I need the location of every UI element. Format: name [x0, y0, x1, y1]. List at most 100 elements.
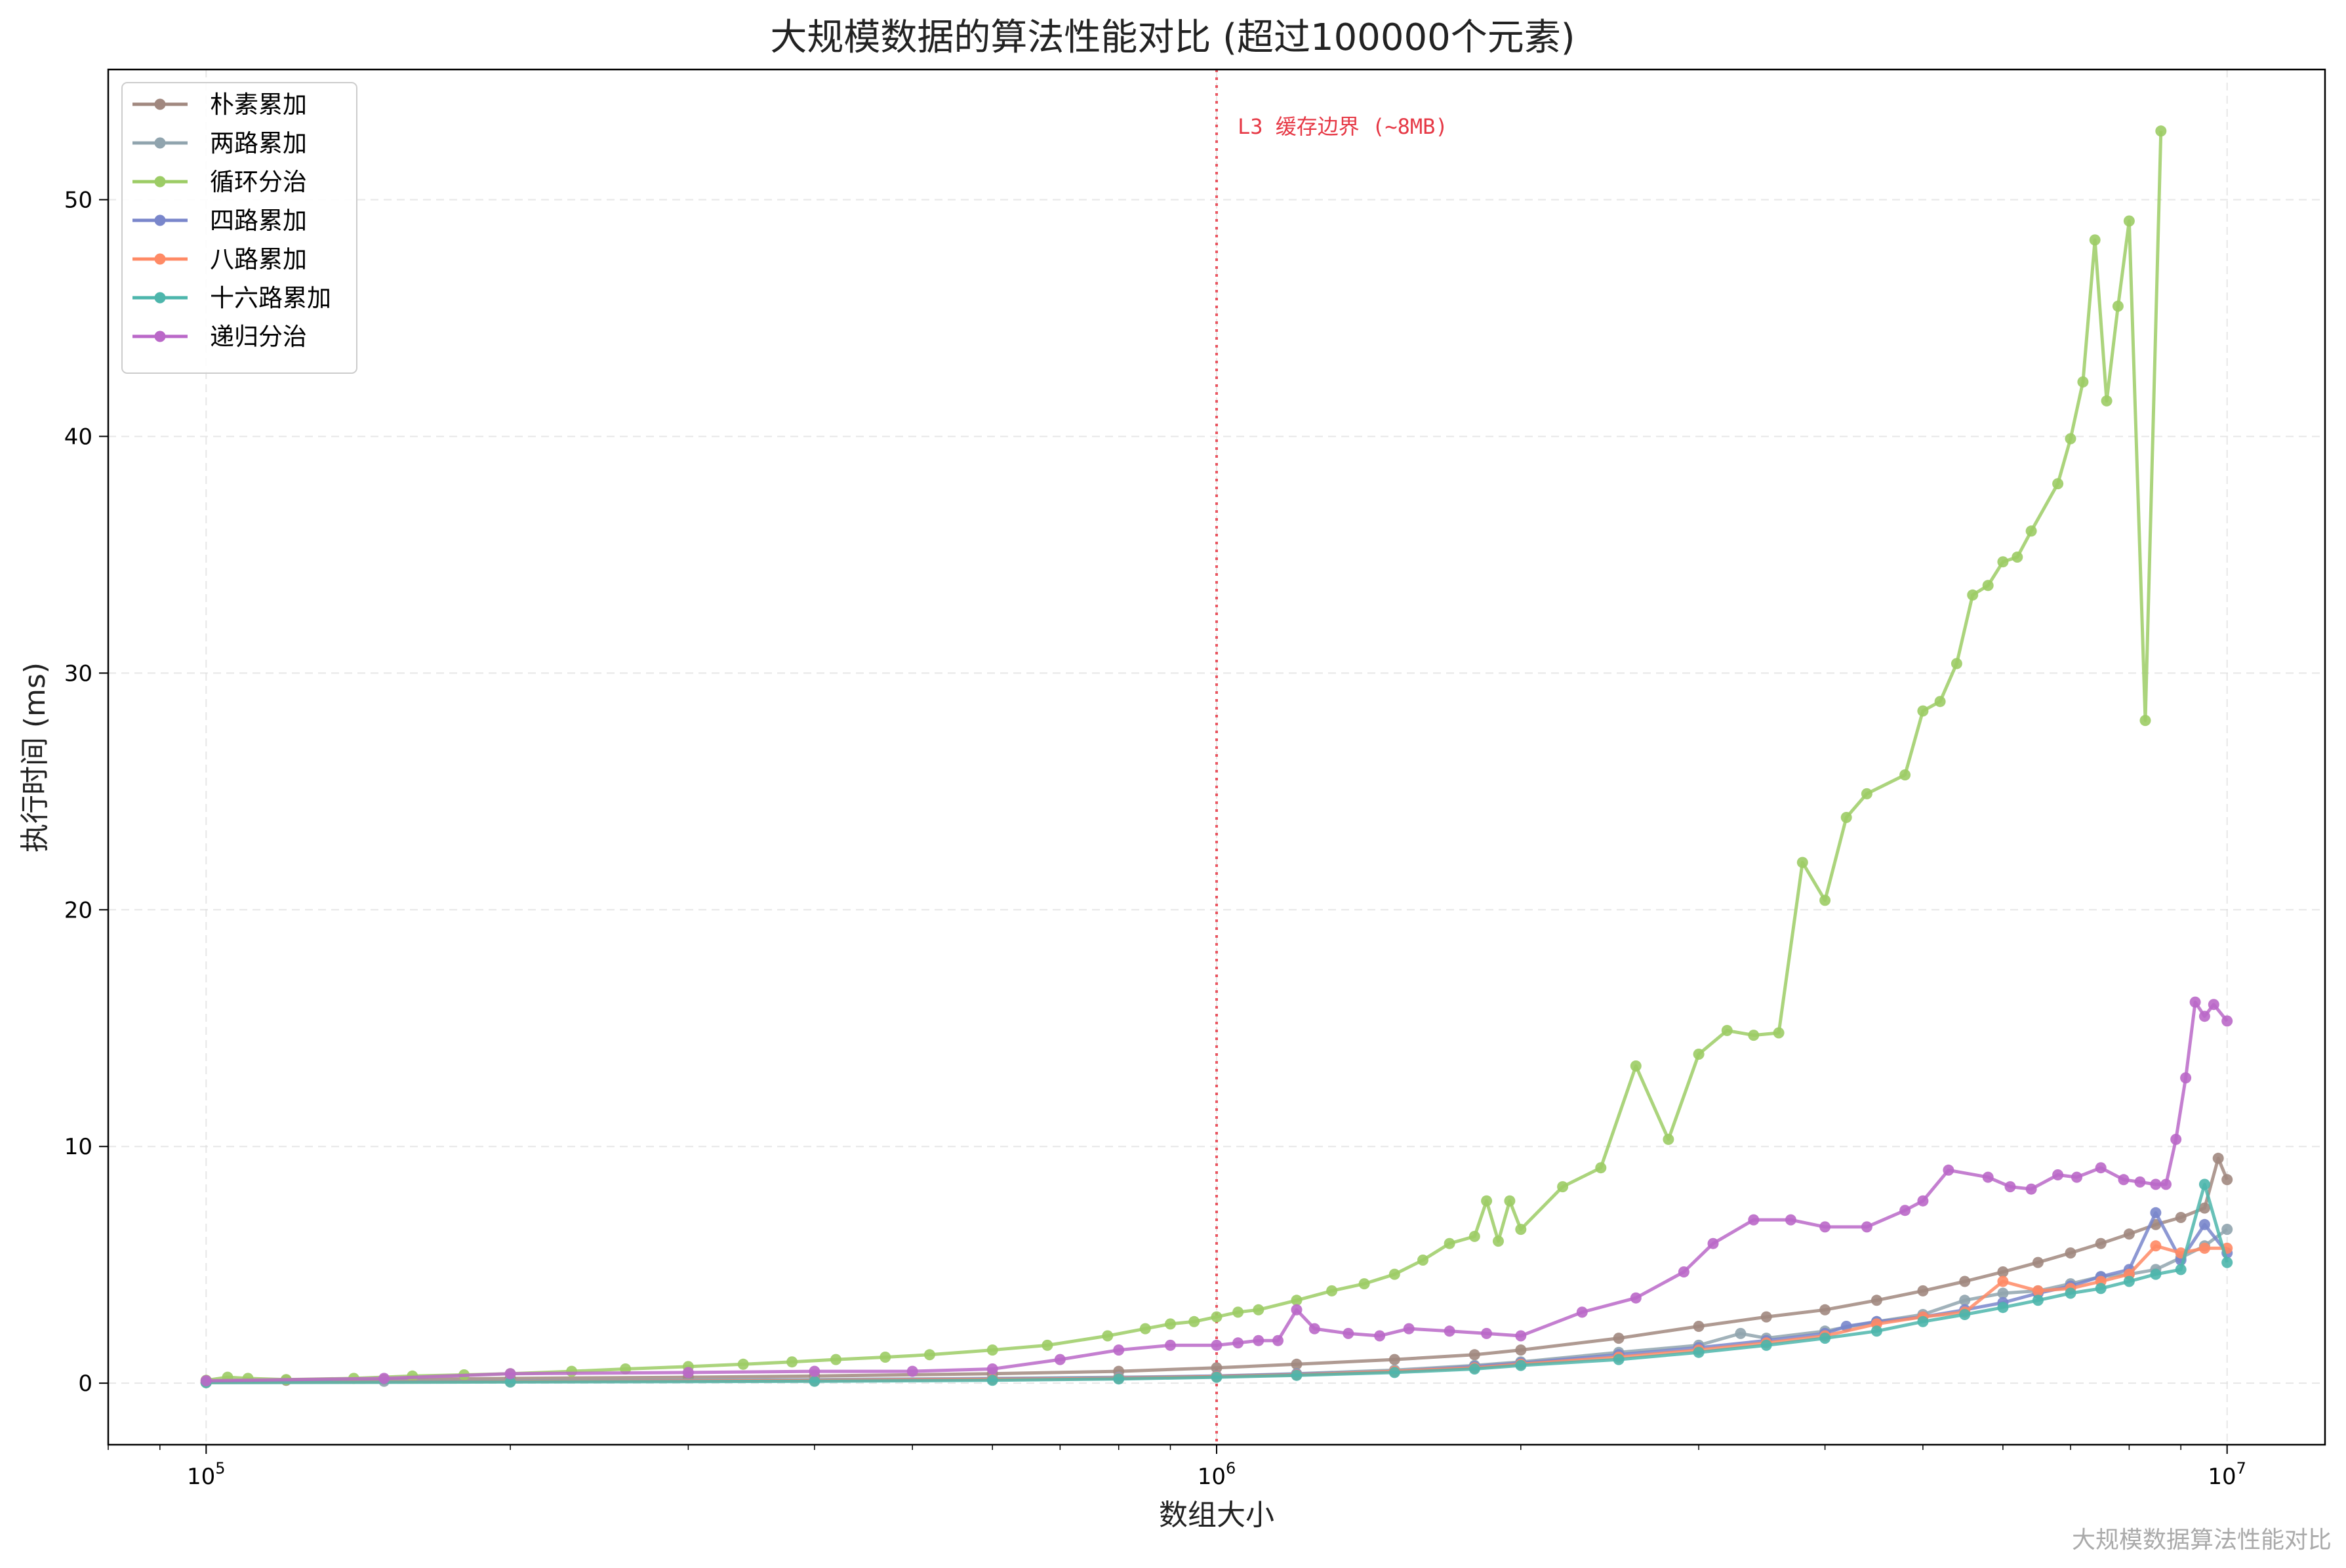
- data-point: [2139, 715, 2151, 727]
- data-point: [2052, 478, 2064, 490]
- x-axis-ticks: 105 106 107: [108, 1445, 2246, 1490]
- data-point: [986, 1363, 998, 1375]
- data-point: [2095, 1162, 2107, 1174]
- data-point: [2065, 433, 2076, 445]
- data-point: [1707, 1237, 1719, 1249]
- data-point: [1211, 1362, 1223, 1374]
- data-point: [2150, 1207, 2162, 1218]
- data-point: [830, 1354, 841, 1365]
- data-point: [1291, 1369, 1303, 1381]
- data-point: [1613, 1333, 1625, 1344]
- data-point: [2170, 1133, 2182, 1145]
- legend-label: 递归分治: [210, 323, 307, 351]
- data-point: [906, 1365, 918, 1377]
- data-point: [2198, 1011, 2210, 1022]
- data-point: [1165, 1318, 1176, 1330]
- data-point: [1374, 1330, 1386, 1342]
- data-point: [1861, 1221, 1872, 1233]
- y-axis-ticks: 0 10 20 30 40 50: [64, 188, 108, 1397]
- data-point: [2123, 215, 2135, 227]
- data-point: [2221, 1256, 2233, 1268]
- data-point: [2123, 1228, 2135, 1240]
- data-point: [2118, 1174, 2130, 1186]
- data-point: [2077, 376, 2089, 388]
- legend-label: 循环分治: [210, 168, 307, 196]
- data-point: [809, 1375, 820, 1387]
- data-point: [1468, 1363, 1480, 1375]
- data-point: [200, 1375, 212, 1386]
- data-point: [1785, 1214, 1796, 1226]
- y-tick-label: 40: [64, 424, 92, 450]
- data-point: [1102, 1330, 1114, 1342]
- data-point: [1613, 1354, 1625, 1365]
- data-point: [1113, 1373, 1125, 1385]
- y-tick-label: 10: [64, 1134, 92, 1160]
- data-point: [1796, 856, 1808, 868]
- data-point: [2212, 1152, 2224, 1164]
- data-point: [2052, 1169, 2064, 1180]
- data-point: [2198, 1218, 2210, 1230]
- data-point: [2221, 1174, 2233, 1186]
- data-point: [1139, 1323, 1151, 1335]
- legend-marker: [154, 292, 166, 304]
- data-point: [1515, 1224, 1527, 1236]
- data-point: [1630, 1060, 1642, 1072]
- data-point: [1861, 788, 1872, 799]
- data-point: [2065, 1287, 2076, 1299]
- data-point: [1917, 705, 1929, 717]
- x-tick-label: 106: [1198, 1459, 1236, 1490]
- data-point: [786, 1356, 798, 1368]
- data-point: [1113, 1344, 1125, 1356]
- data-point: [1211, 1339, 1223, 1351]
- data-point: [737, 1358, 749, 1370]
- data-point: [2180, 1072, 2192, 1084]
- data-point: [2189, 996, 2201, 1008]
- legend-marker: [154, 331, 166, 342]
- cache-boundary-line: L3 缓存边界 (~8MB): [1215, 70, 1448, 1445]
- data-point: [1693, 1049, 1705, 1060]
- x-tick-label: 105: [187, 1459, 226, 1490]
- data-point: [1343, 1327, 1354, 1339]
- data-point: [1272, 1335, 1284, 1346]
- data-point: [2123, 1276, 2135, 1287]
- data-point: [2095, 1283, 2107, 1295]
- data-point: [1444, 1325, 1455, 1337]
- data-point: [2112, 300, 2124, 312]
- series-2: [200, 125, 2167, 1386]
- data-point: [1959, 1295, 1971, 1306]
- data-point: [2012, 552, 2023, 563]
- data-point: [2160, 1178, 2172, 1190]
- data-point: [1557, 1181, 1569, 1193]
- data-point: [2032, 1295, 2044, 1306]
- data-point: [1291, 1295, 1303, 1306]
- data-point: [1967, 589, 1979, 601]
- data-point: [1630, 1292, 1642, 1304]
- data-point: [809, 1365, 820, 1377]
- data-point: [566, 1365, 578, 1377]
- y-axis-label: 执行时间 (ms): [18, 662, 52, 853]
- data-point: [1504, 1195, 1516, 1207]
- data-point: [1468, 1230, 1480, 1242]
- legend-marker: [154, 253, 166, 265]
- data-point: [1444, 1237, 1455, 1249]
- data-point: [1773, 1027, 1785, 1039]
- data-point: [1959, 1276, 1971, 1287]
- data-point: [1721, 1024, 1733, 1036]
- data-point: [504, 1368, 516, 1380]
- watermark: 大规模数据算法性能对比: [2072, 1527, 2332, 1554]
- data-point: [1188, 1316, 1200, 1327]
- data-point: [1054, 1354, 1066, 1365]
- data-point: [1917, 1316, 1929, 1327]
- data-point: [2198, 1202, 2210, 1214]
- data-point: [1291, 1358, 1303, 1370]
- data-point: [1819, 1333, 1831, 1344]
- data-point: [1917, 1195, 1929, 1207]
- data-point: [2155, 125, 2167, 137]
- data-point: [1693, 1321, 1705, 1332]
- data-point: [2150, 1178, 2162, 1190]
- data-point: [1997, 556, 2009, 568]
- data-point: [1253, 1335, 1264, 1346]
- data-point: [1748, 1214, 1760, 1226]
